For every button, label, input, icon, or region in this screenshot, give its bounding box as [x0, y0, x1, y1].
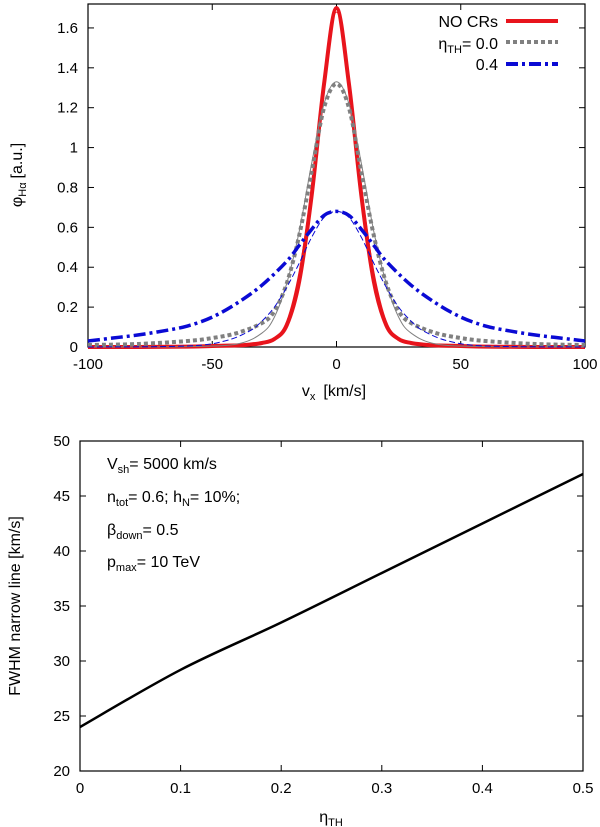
c1-x-tick-label: -50: [201, 356, 223, 373]
plot-frame: [87, 3, 586, 348]
annotation-vsh: Vsh= 5000 km/s: [107, 456, 217, 476]
series-group-2: [79, 472, 584, 729]
c2-series-line-0: [79, 472, 584, 729]
c2-y-tick-label: 45: [53, 488, 70, 505]
legend-eta-sub: TH: [447, 44, 462, 56]
x-axis-label: vx [km/s]: [302, 383, 366, 403]
legend-label-eta-0: ηTH= 0.0: [438, 36, 498, 56]
c2-x-tick-label: 0.5: [573, 780, 594, 797]
c1-y-tick-label: 0.4: [57, 259, 78, 276]
y-axis-ticks-2: 20 25 30 35 40 45 50: [53, 433, 583, 780]
y-axis-label-unit: [a.u.]: [9, 143, 26, 179]
c2-x-tick-label: 0.2: [271, 780, 292, 797]
x-axis-label-2: ηTH: [319, 809, 343, 827]
c1-series-line-2: [87, 81, 586, 348]
legend: NO CRs ηTH= 0.0 0.4: [438, 14, 558, 74]
c1-x-tick-label: 100: [572, 356, 597, 373]
annotations: Vsh= 5000 km/s ntot= 0.6; hN= 10%; βdown…: [107, 456, 240, 574]
chart-line-profile: -100 -50 0 50 100 0 0.2 0.4 0.6 0.8 1 1.2 1.4 1.6 φH…: [9, 3, 598, 403]
x-axis-label-unit: [km/s]: [323, 383, 366, 400]
legend-eta-symbol: η: [438, 36, 447, 53]
c1-y-tick-label: 0.6: [57, 219, 78, 236]
c1-y-tick-label: 1.2: [57, 100, 78, 117]
c2-y-tick-label: 40: [53, 543, 70, 560]
c2-y-tick-label: 35: [53, 598, 70, 615]
y-axis-label-sub: Hα: [17, 182, 29, 197]
legend-eta-value: = 0.0: [462, 36, 498, 53]
legend-label-no-crs: NO CRs: [438, 14, 498, 31]
c1-y-tick-label: 0.8: [57, 179, 78, 196]
c2-y-tick-label: 30: [53, 653, 70, 670]
c2-x-tick-label: 0.3: [371, 780, 392, 797]
chart-fwhm: 0 0.1 0.2 0.3 0.4 0.5 20 25 30 35 40 45 50 FWHM nar…: [7, 433, 593, 827]
c1-series-line-0: [87, 5, 586, 350]
c1-y-tick-label: 1.4: [57, 60, 78, 77]
c1-x-tick-label: 0: [332, 356, 340, 373]
x-axis-label-2-main: η: [319, 809, 328, 826]
c1-series-line-1: [87, 11, 586, 348]
x-axis-label-main: v: [302, 383, 310, 400]
c1-y-tick-label: 0.2: [57, 299, 78, 316]
c2-y-tick-label: 20: [53, 763, 70, 780]
x-axis-label-sub: x: [310, 391, 316, 403]
annotation-ntot: ntot= 0.6; hN= 10%;: [107, 489, 240, 509]
x-axis-label-2-sub: TH: [328, 817, 343, 827]
c2-y-tick-label: 25: [53, 708, 70, 725]
c1-series-line-4: [87, 209, 586, 343]
series-group: [87, 5, 586, 350]
y-axis-label: φHα [a.u.]: [9, 143, 29, 207]
c1-y-tick-label: 0: [70, 339, 78, 356]
y-axis-ticks: 0 0.2 0.4 0.6 0.8 1 1.2 1.4 1.6: [57, 20, 585, 356]
c1-y-tick-label: 1: [70, 140, 78, 157]
c2-x-tick-label: 0.1: [170, 780, 191, 797]
x-axis-ticks-2: 0 0.1 0.2 0.3 0.4 0.5: [76, 441, 594, 797]
annotation-pmax: pmax= 10 TeV: [107, 554, 200, 574]
y-axis-label-main: φ: [9, 197, 26, 207]
c2-x-tick-label: 0: [76, 780, 84, 797]
c1-y-tick-label: 1.6: [57, 20, 78, 37]
c1-x-tick-label: -100: [73, 356, 103, 373]
c1-x-tick-label: 50: [452, 356, 469, 373]
y-axis-label-2: FWHM narrow line [km/s]: [7, 516, 24, 696]
x-axis-ticks: -100 -50 0 50 100: [73, 4, 598, 373]
c2-y-tick-label: 50: [53, 433, 70, 450]
c2-x-tick-label: 0.4: [472, 780, 493, 797]
c1-series-line-3: [87, 81, 586, 348]
c1-series-line-5: [87, 210, 586, 348]
annotation-beta: βdown= 0.5: [107, 522, 179, 542]
legend-label-0-4: 0.4: [476, 57, 498, 74]
